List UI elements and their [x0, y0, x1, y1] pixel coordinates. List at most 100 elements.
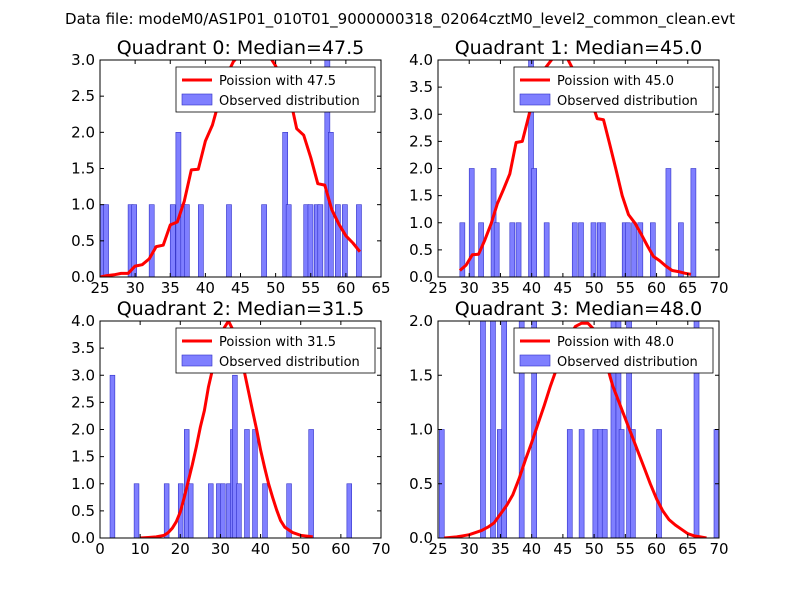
histogram-bar	[184, 204, 190, 277]
x-tick-label: 35	[491, 279, 510, 297]
histogram-bar	[625, 222, 631, 277]
x-tick-label: 40	[522, 279, 541, 297]
y-tick-label: 2.5	[409, 132, 433, 150]
legend-bars-swatch	[519, 93, 551, 106]
x-tick-label: 70	[709, 279, 728, 297]
poisson-curve	[444, 321, 707, 538]
bar-group	[459, 60, 697, 277]
x-tick-label: 30	[126, 279, 145, 297]
y-tick-label: 1.5	[409, 187, 433, 205]
histogram-bar	[566, 429, 573, 538]
x-tick-label: 55	[301, 279, 320, 297]
x-tick-label: 60	[647, 279, 666, 297]
legend: Poission with 47.5 Observed distribution	[175, 66, 376, 113]
histogram-bar	[592, 429, 599, 538]
y-tick-label: 1.0	[409, 214, 433, 232]
histogram-bar	[109, 374, 116, 538]
x-tick-label: 30	[460, 279, 479, 297]
legend-poisson-label: Poission with 31.5	[219, 335, 336, 350]
histogram-bar	[262, 483, 268, 538]
histogram-bar	[285, 204, 292, 277]
histogram-bar	[601, 429, 608, 538]
y-tick-label: 2.5	[71, 393, 95, 411]
y-tick-label: 3.5	[71, 339, 95, 357]
y-tick-label: 0.5	[409, 241, 433, 259]
histogram-bar	[543, 222, 550, 277]
histogram-bar	[618, 429, 625, 538]
y-tick-label: 1.5	[409, 366, 433, 384]
histogram-bar	[133, 483, 140, 538]
y-tick-label: 2.5	[71, 87, 95, 105]
histogram-bar	[468, 168, 475, 277]
x-tick-label: 65	[371, 279, 390, 297]
histogram-bar	[175, 132, 182, 277]
histogram-bar	[317, 204, 324, 277]
chart-title: Quadrant 0: Median=47.5	[117, 37, 365, 59]
chart-title: Quadrant 2: Median=31.5	[117, 298, 365, 320]
y-tick-label: 3.0	[409, 105, 433, 123]
histogram-bar	[480, 321, 486, 538]
histogram-bar	[226, 204, 232, 277]
legend: Poission with 48.0 Observed distribution	[513, 327, 714, 374]
x-tick-label: 40	[251, 540, 270, 558]
charts-container: 25 30 35 40 45 50 55 60 65 0.0 0.5 1.0 1.5 2.0 2.5 3.0 Q…	[71, 37, 728, 558]
x-tick-label: 0	[95, 540, 105, 558]
x-tick-label: 35	[491, 540, 510, 558]
y-tick-label: 2.0	[409, 160, 433, 178]
legend-bars-label: Observed distribution	[557, 355, 698, 370]
histogram-bar	[665, 168, 672, 277]
histogram-bar	[346, 483, 352, 538]
y-tick-label: 0.0	[71, 529, 95, 547]
y-tick-label: 4.0	[71, 312, 95, 330]
histogram-bar	[244, 429, 250, 538]
y-tick-label: 4.0	[409, 51, 433, 69]
histogram-bar	[252, 429, 258, 538]
histogram-bar	[286, 483, 292, 538]
x-tick-label: 60	[647, 540, 666, 558]
x-tick-label: 35	[161, 279, 180, 297]
x-tick-label: 45	[231, 279, 250, 297]
y-tick-label: 2.0	[409, 312, 433, 330]
bar-group	[100, 60, 362, 277]
histogram-bar	[515, 222, 522, 277]
x-tick-label: 40	[522, 540, 541, 558]
legend-bars-label: Observed distribution	[557, 94, 698, 109]
x-tick-label: 65	[678, 540, 697, 558]
histogram-bar	[678, 222, 684, 277]
histogram-bar	[208, 483, 214, 538]
histogram-bar	[163, 483, 170, 538]
y-tick-label: 1.0	[71, 475, 95, 493]
x-tick-label: 55	[616, 279, 635, 297]
histogram-bar	[637, 222, 644, 277]
histogram-bar	[342, 204, 348, 277]
y-tick-label: 0.0	[409, 529, 433, 547]
chart-quadrant-0: 25 30 35 40 45 50 55 60 65 0.0 0.5 1.0 1.5 2.0 2.5 3.0 Q…	[71, 37, 390, 297]
histogram-bar	[630, 429, 636, 538]
legend-bars-swatch	[519, 354, 551, 367]
y-tick-label: 1.5	[71, 448, 95, 466]
y-tick-label: 2.0	[71, 123, 95, 141]
y-tick-label: 1.0	[71, 196, 95, 214]
y-tick-label: 0.5	[409, 475, 433, 493]
x-tick-label: 25	[90, 279, 109, 297]
y-tick-label: 0.5	[71, 502, 95, 520]
x-tick-label: 70	[709, 540, 728, 558]
y-tick-label: 1.5	[71, 160, 95, 178]
x-tick-label: 10	[131, 540, 150, 558]
histogram-bar	[656, 429, 662, 538]
y-tick-label: 0.0	[409, 268, 433, 286]
x-tick-label: 55	[616, 540, 635, 558]
y-tick-label: 1.0	[409, 421, 433, 439]
x-tick-label: 50	[585, 540, 604, 558]
histogram-bar	[690, 168, 697, 277]
poisson-curve	[140, 321, 313, 538]
x-tick-label: 40	[196, 279, 215, 297]
y-tick-label: 0.0	[71, 268, 95, 286]
histogram-bar	[631, 222, 637, 277]
figure-suptitle: Data file: modeM0/AS1P01_010T01_90000003…	[65, 10, 735, 29]
histogram-bar	[308, 429, 314, 538]
histogram-bar	[188, 483, 194, 538]
chart-title: Quadrant 1: Median=45.0	[455, 37, 703, 59]
legend-bars-label: Observed distribution	[219, 94, 360, 109]
